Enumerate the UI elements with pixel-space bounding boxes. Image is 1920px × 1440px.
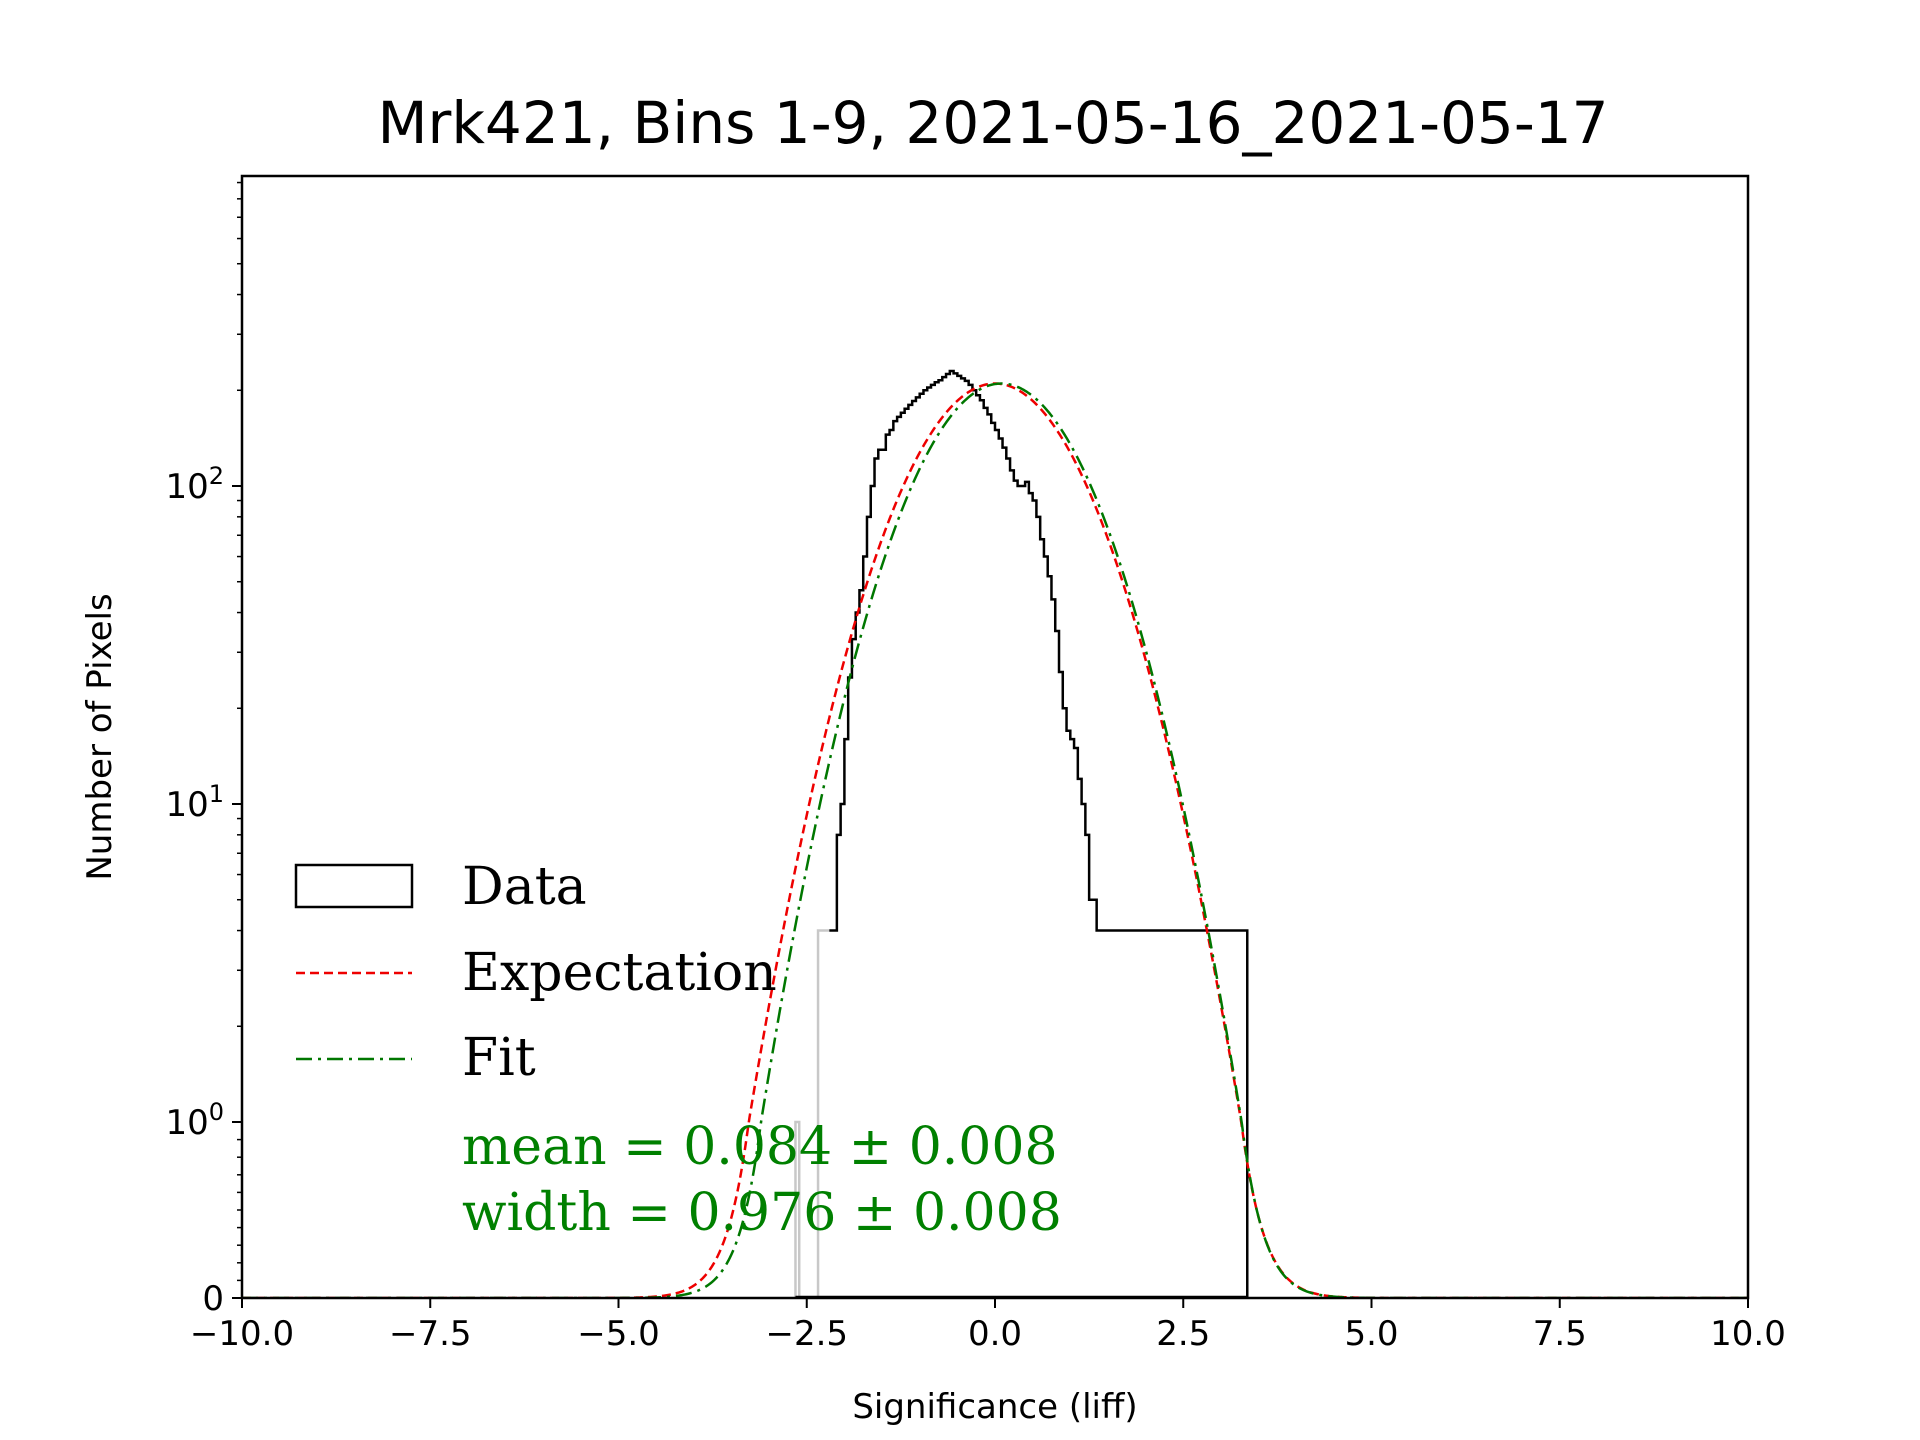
x-tick-label: −10.0 (190, 1314, 294, 1354)
x-tick-label: −5.0 (577, 1314, 660, 1354)
x-tick-label: 2.5 (1156, 1314, 1210, 1354)
legend-expectation-label: Expectation (462, 943, 777, 1003)
chart-title: Mrk421, Bins 1-9, 2021-05-16_2021-05-17 (377, 89, 1608, 157)
histogram-faded-data (794, 929, 830, 1298)
x-tick-label: −2.5 (765, 1314, 848, 1354)
x-tick-label: 7.5 (1533, 1314, 1587, 1354)
y-tick-label: 102 (165, 462, 224, 507)
x-tick-label: 10.0 (1710, 1314, 1786, 1354)
legend-data-label: Data (462, 857, 587, 917)
fit-width-annotation: width = 0.976 ± 0.008 (462, 1183, 1062, 1243)
y-tick-label: 100 (165, 1098, 224, 1143)
y-tick-label: 0 (202, 1279, 224, 1319)
y-tick-label: 101 (165, 780, 224, 825)
x-tick-label: −7.5 (389, 1314, 472, 1354)
legend-fit-label: Fit (462, 1028, 536, 1088)
legend: Data Expectation Fit mean = 0.084 ± 0.00… (294, 857, 1062, 1243)
y-axis-label: Number of Pixels (80, 593, 120, 880)
x-tick-label: 0.0 (968, 1314, 1022, 1354)
fit-curve (242, 382, 1748, 1298)
y-axis: 0 100 101 102 (165, 181, 242, 1319)
legend-data-swatch (294, 863, 414, 909)
histogram-data (829, 369, 1249, 1298)
x-axis-label: Significance (liff) (852, 1387, 1137, 1427)
x-tick-label: 5.0 (1344, 1314, 1398, 1354)
fit-mean-annotation: mean = 0.084 ± 0.008 (462, 1117, 1058, 1177)
x-axis: −10.0 −7.5 −5.0 −2.5 0.0 2.5 5.0 7.5 10.0 (190, 1298, 1786, 1354)
